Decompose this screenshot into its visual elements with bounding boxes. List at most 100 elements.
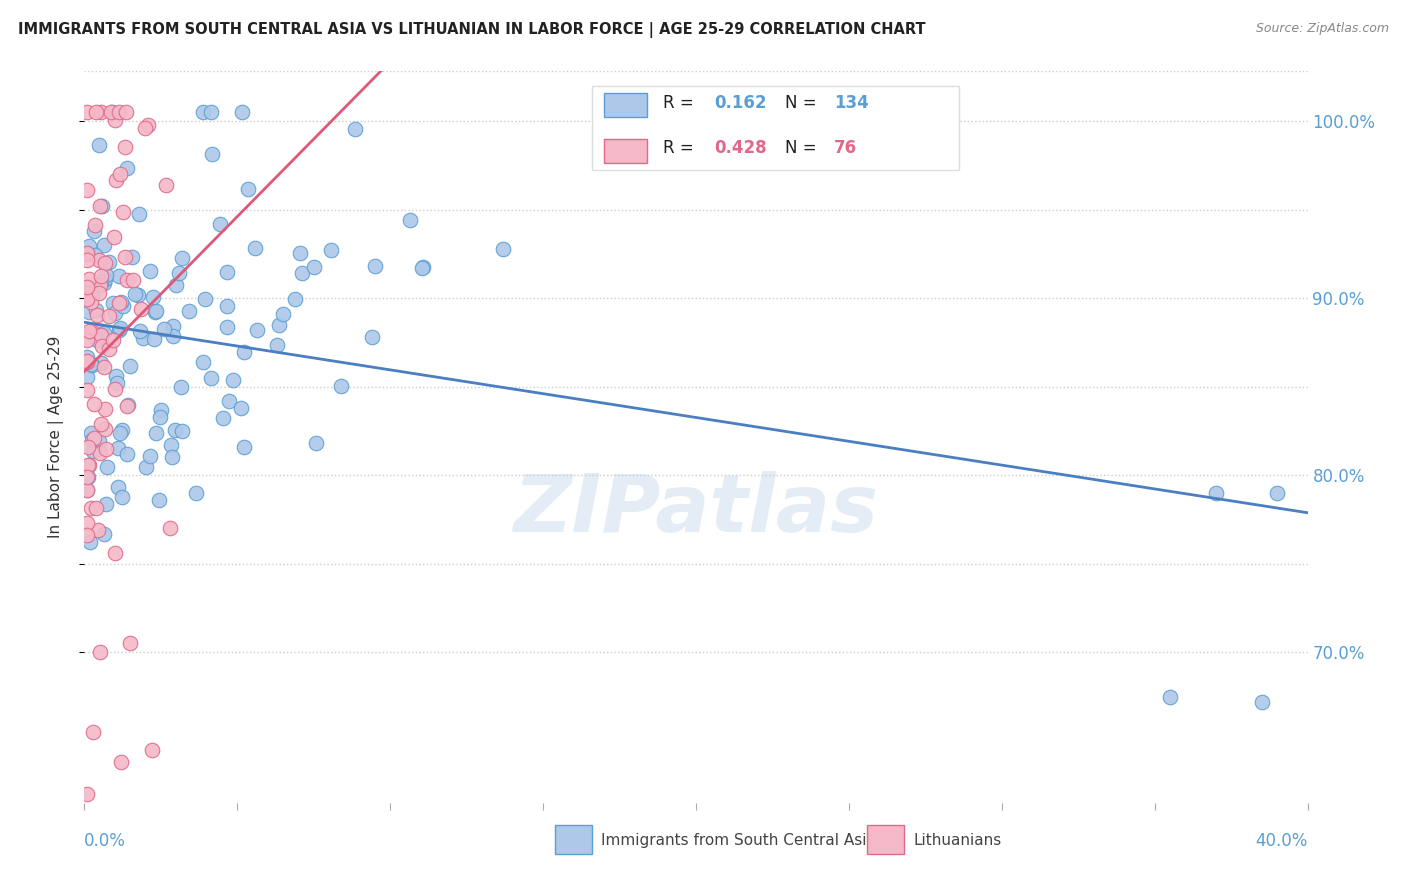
Point bbox=[80, 325, 103, 339]
Text: R =: R = bbox=[664, 139, 699, 157]
Point bbox=[163, 423, 186, 437]
Point bbox=[1265, 486, 1288, 500]
Point bbox=[76, 516, 98, 530]
Point bbox=[96, 442, 118, 456]
Point bbox=[142, 289, 165, 303]
Point bbox=[200, 371, 222, 385]
Point bbox=[112, 204, 135, 219]
Point bbox=[288, 246, 311, 260]
Point bbox=[159, 521, 181, 535]
Point bbox=[76, 354, 98, 368]
Point bbox=[84, 500, 107, 515]
Point bbox=[76, 246, 98, 260]
Point bbox=[200, 146, 222, 161]
Point bbox=[89, 253, 111, 268]
Point bbox=[127, 287, 149, 301]
Point bbox=[101, 334, 124, 348]
Point bbox=[94, 422, 117, 436]
Point bbox=[86, 324, 108, 338]
Point bbox=[90, 417, 112, 431]
Point bbox=[80, 501, 103, 516]
Point bbox=[218, 393, 240, 408]
Point bbox=[100, 105, 122, 120]
Point bbox=[139, 264, 162, 278]
Y-axis label: In Labor Force | Age 25-29: In Labor Force | Age 25-29 bbox=[48, 336, 63, 538]
Text: 0.428: 0.428 bbox=[714, 139, 766, 157]
Point bbox=[141, 742, 163, 756]
Point bbox=[76, 470, 98, 484]
Point bbox=[86, 308, 108, 322]
Point bbox=[94, 268, 117, 282]
Point bbox=[149, 402, 172, 417]
Text: N =: N = bbox=[786, 94, 823, 112]
Point bbox=[232, 345, 254, 359]
Point bbox=[101, 105, 124, 120]
Text: 76: 76 bbox=[834, 139, 858, 157]
Point bbox=[90, 356, 112, 370]
Point bbox=[80, 433, 103, 447]
Point bbox=[76, 440, 98, 454]
Point bbox=[84, 219, 107, 233]
Point bbox=[107, 480, 129, 494]
Point bbox=[411, 261, 433, 276]
Point bbox=[172, 251, 194, 265]
Point bbox=[110, 295, 132, 310]
Point bbox=[271, 307, 294, 321]
Point bbox=[165, 278, 187, 293]
Point bbox=[84, 248, 107, 262]
Point bbox=[115, 105, 138, 120]
Point bbox=[82, 287, 104, 301]
Point bbox=[110, 426, 132, 441]
Point bbox=[162, 329, 184, 343]
Point bbox=[93, 238, 115, 252]
Point bbox=[111, 490, 134, 504]
Point bbox=[124, 287, 146, 301]
Point bbox=[76, 470, 98, 484]
Point bbox=[118, 359, 141, 373]
Point bbox=[304, 260, 326, 274]
Point bbox=[82, 443, 104, 458]
Point bbox=[76, 105, 98, 120]
Point bbox=[103, 296, 125, 310]
Point bbox=[76, 383, 98, 397]
Point bbox=[83, 397, 105, 411]
Text: 134: 134 bbox=[834, 94, 869, 112]
Point bbox=[77, 458, 100, 473]
Point bbox=[231, 105, 253, 120]
Point bbox=[246, 323, 269, 337]
Point bbox=[1205, 486, 1227, 500]
Point bbox=[94, 402, 117, 417]
Point bbox=[236, 182, 259, 196]
Point bbox=[193, 105, 215, 120]
Point bbox=[172, 424, 194, 438]
Point bbox=[91, 199, 114, 213]
Point bbox=[191, 355, 214, 369]
Point bbox=[114, 251, 136, 265]
Point bbox=[145, 304, 167, 318]
Point bbox=[93, 276, 115, 290]
Point bbox=[98, 343, 121, 357]
Point bbox=[77, 239, 100, 253]
Point bbox=[104, 173, 127, 187]
Text: 0.0%: 0.0% bbox=[84, 832, 127, 850]
Point bbox=[136, 118, 159, 132]
Point bbox=[194, 293, 217, 307]
Point bbox=[1250, 695, 1272, 709]
Point bbox=[90, 268, 112, 283]
Point bbox=[80, 283, 103, 297]
Point bbox=[86, 333, 108, 347]
Point bbox=[77, 324, 100, 338]
Point bbox=[104, 382, 127, 396]
Point bbox=[108, 269, 131, 284]
Point bbox=[90, 324, 112, 338]
Text: N =: N = bbox=[786, 139, 823, 157]
Point bbox=[90, 105, 112, 120]
Point bbox=[121, 250, 143, 264]
Point bbox=[104, 113, 127, 128]
Point bbox=[76, 292, 98, 306]
Point bbox=[1159, 690, 1181, 704]
Point bbox=[86, 524, 108, 538]
Point bbox=[222, 373, 245, 387]
Point bbox=[104, 306, 127, 320]
Point bbox=[329, 378, 352, 392]
